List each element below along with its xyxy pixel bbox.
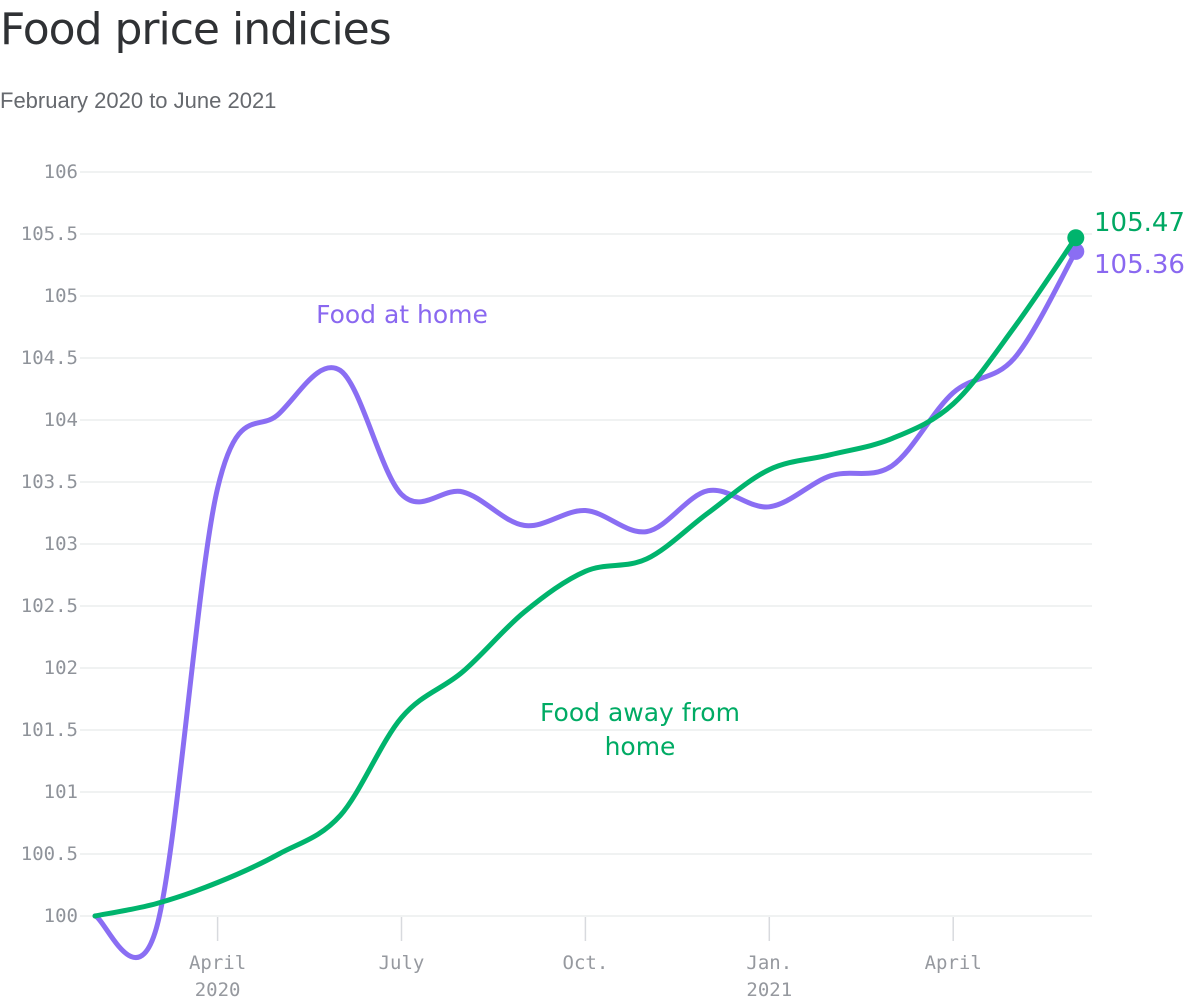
line-food-away-from-home bbox=[92, 235, 1079, 919]
x-axis-label: July bbox=[379, 952, 425, 974]
y-axis-label: 106 bbox=[44, 161, 78, 183]
end-dot-food-away-from-home bbox=[1067, 229, 1085, 247]
y-axis-label: 102 bbox=[44, 657, 78, 679]
y-axis-label: 102.5 bbox=[21, 595, 78, 617]
y-axis-label: 100 bbox=[44, 905, 78, 927]
x-axis-sublabel: 2021 bbox=[746, 979, 792, 1000]
line-food-at-home bbox=[92, 248, 1079, 960]
end-value-food-at-home: 105.36 bbox=[1094, 250, 1185, 280]
series-label-line1: Food away from bbox=[540, 698, 740, 727]
y-axis-label: 100.5 bbox=[21, 843, 78, 865]
x-axis-label: April bbox=[189, 952, 246, 974]
series-label-food-away-from-home: Food away from home bbox=[490, 696, 790, 764]
x-axis-label: April bbox=[925, 952, 982, 974]
y-axis-label: 101 bbox=[44, 781, 78, 803]
chart-title: Food price indicies bbox=[0, 4, 392, 55]
x-axis-label: Jan. bbox=[746, 952, 792, 974]
y-axis-label: 104.5 bbox=[21, 347, 78, 369]
x-axis-label: Oct. bbox=[563, 952, 609, 974]
y-axis-label: 104 bbox=[44, 409, 78, 431]
y-axis-label: 105 bbox=[44, 285, 78, 307]
end-value-food-away-from-home: 105.47 bbox=[1094, 208, 1185, 238]
y-axis-label: 103 bbox=[44, 533, 78, 555]
x-axis-sublabel: 2020 bbox=[195, 979, 241, 1000]
y-axis-label: 105.5 bbox=[21, 223, 78, 245]
series-label-food-at-home: Food at home bbox=[316, 300, 488, 329]
y-axis-label: 103.5 bbox=[21, 471, 78, 493]
series-label-line2: home bbox=[604, 732, 676, 761]
y-axis-label: 101.5 bbox=[21, 719, 78, 741]
chart-subtitle: February 2020 to June 2021 bbox=[0, 88, 277, 113]
